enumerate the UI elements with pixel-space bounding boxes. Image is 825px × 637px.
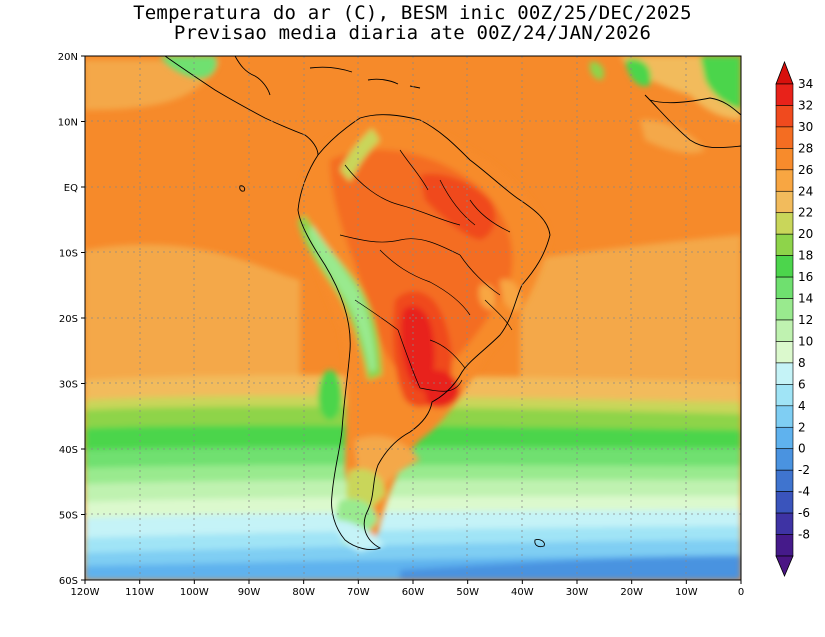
colorbar-label: 34 [798,77,813,91]
colorbar-swatch [775,534,794,557]
lon-tick-label: 80W [292,587,315,598]
colorbar-swatch [775,469,794,492]
lon-tick-label: 60W [402,587,425,598]
lon-tick-label: 70W [347,587,370,598]
colorbar-label: 30 [798,120,813,134]
colorbar-label: 18 [798,249,813,263]
latitude-axis: 20N 10N EQ 10S 20S 30S 40S 50S 60S [58,52,85,587]
temperature-field [85,56,741,580]
lon-tick-label: 50W [456,587,479,598]
lat-tick-label: 10S [59,249,78,260]
colorbar-swatch [775,169,794,192]
colorbar-swatch [775,276,794,299]
colorbar-swatch [775,212,794,235]
lat-tick-label: 20N [58,52,78,63]
country-borders [339,149,513,392]
colorbar-label: 6 [798,377,806,391]
lat-tick-label: 10N [58,118,78,129]
colorbar-label: -6 [798,506,810,520]
colorbar-swatch [775,448,794,471]
colorbar-swatch [775,255,794,278]
map-title-line1: Temperatura do ar (C), BESM inic 00Z/25/… [133,2,692,24]
colorbar-top-arrow [775,60,794,85]
colorbar-label: 32 [798,98,813,112]
colorbar-swatch [775,83,794,106]
longitude-axis: 120W 110W 100W 90W 80W 70W 60W 50W 40W 30W 20W 10W 0 [71,580,744,598]
colorbar-label: 20 [798,227,813,241]
colorbar-label: 0 [798,442,806,456]
lat-tick-label: 20S [59,314,78,325]
colorbar-swatch [775,148,794,171]
colorbar-swatch [775,298,794,321]
colorbar-label: 24 [798,184,813,198]
map-title-line2: Previsao media diaria ate 00Z/24/JAN/202… [173,22,652,44]
colorbar-swatch [775,190,794,214]
colorbar-label: 2 [798,420,806,434]
colorbar-swatch [775,362,794,385]
colorbar-swatch [775,233,794,256]
colorbar-swatch [775,405,794,428]
coastlines [164,56,741,551]
colorbar-label: 10 [798,334,813,348]
lon-tick-label: 40W [511,587,534,598]
lon-tick-label: 30W [566,587,589,598]
lat-tick-label: 50S [59,511,78,522]
lon-tick-label: 110W [125,587,154,598]
lat-tick-label: 40S [59,445,78,456]
colorbar-label: -4 [798,485,810,499]
colorbar-swatch [775,126,794,149]
colorbar-label: 8 [798,356,806,370]
colorbar-swatch [775,491,794,514]
lat-tick-label: 60S [59,576,78,587]
colorbar-label: 26 [798,163,813,177]
colorbar-swatch [775,384,794,407]
colorbar-label: 14 [798,292,813,306]
colorbar-swatch [775,105,794,128]
lon-tick-label: 10W [675,587,698,598]
colorbar-swatch [775,426,794,450]
colorbar-label: 16 [798,270,813,284]
colorbar-label: 28 [798,141,813,155]
colorbar-swatch [775,512,794,535]
colorbar-label: -2 [798,463,810,477]
lat-tick-label: 30S [59,380,78,391]
colorbar-label: 12 [798,313,813,327]
lon-tick-label: 120W [71,587,100,598]
colorbar-swatch [775,319,794,342]
graticule [85,56,741,580]
lon-tick-label: 20W [620,587,643,598]
lat-tick-label: EQ [64,183,78,194]
colorbar-label: 4 [798,399,806,413]
lon-tick-label: 100W [180,587,209,598]
colorbar-label: 22 [798,206,813,220]
colorbar-bottom-arrow [775,555,794,578]
colorbar-swatch [775,341,794,364]
lon-tick-label: 0 [738,587,744,598]
lon-tick-label: 90W [238,587,261,598]
colorbar-label: -8 [798,528,810,542]
